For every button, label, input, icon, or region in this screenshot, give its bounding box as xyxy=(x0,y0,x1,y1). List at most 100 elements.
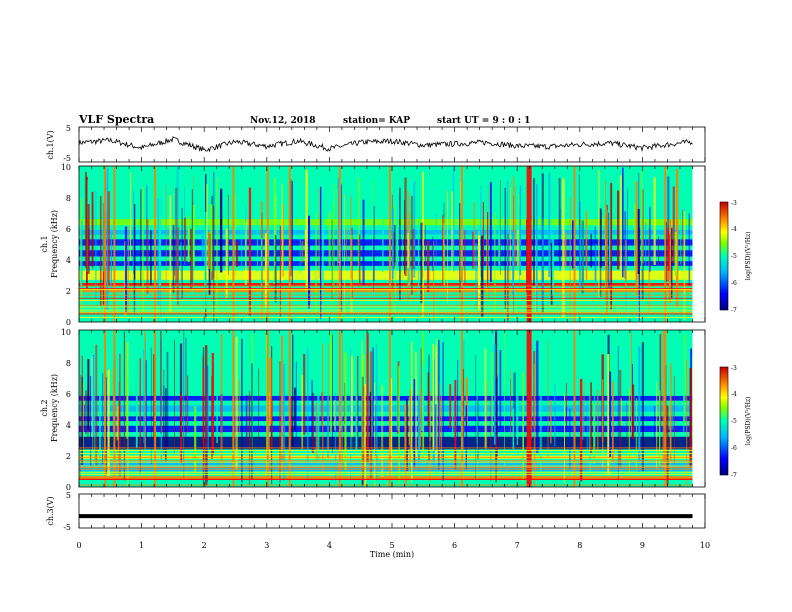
spectrogram-streak xyxy=(493,344,496,445)
spectrogram-streak xyxy=(499,179,501,275)
spectrogram-streak xyxy=(292,334,294,447)
spectrogram-streak xyxy=(437,339,440,470)
spectrogram-streak xyxy=(484,348,487,449)
spectrogram-streak xyxy=(107,369,110,476)
spectrogram-streak xyxy=(582,400,584,440)
spectrogram-streak xyxy=(547,340,549,458)
spectrogram-streak xyxy=(631,331,632,437)
spectrogram-streak xyxy=(406,399,408,471)
spectrogram-burst xyxy=(460,330,463,487)
spectrogram-streak xyxy=(85,390,87,435)
spectrogram-streak xyxy=(301,241,304,263)
spectrogram-streak xyxy=(414,351,418,456)
spectrogram-streak xyxy=(180,241,182,310)
waveform-ch1-panel: 5 -5 ch.1(V) xyxy=(46,124,706,163)
spectrogram-streak xyxy=(443,243,446,287)
spectrogram-streak xyxy=(182,352,184,461)
spectrogram-streak xyxy=(393,232,395,269)
spectrogram-band xyxy=(79,476,693,480)
spectrogram-streak xyxy=(282,363,286,482)
spectrogram-streak xyxy=(413,180,416,278)
cb2-tick-neg6: -6 xyxy=(731,445,737,452)
spectrogram-streak xyxy=(240,209,243,272)
spectrogram-streak xyxy=(110,234,112,289)
spectrogram-streak xyxy=(626,403,628,443)
spectrogram-streak xyxy=(683,334,686,426)
spectrogram-streak xyxy=(583,382,585,433)
spectrogram-streak xyxy=(490,396,492,482)
spectrogram-streak xyxy=(649,206,651,272)
spectrogram-streak xyxy=(320,186,322,319)
spectrogram-streak xyxy=(176,227,179,305)
spectrogram-streak xyxy=(554,384,556,446)
spectrogram-streak xyxy=(86,180,88,272)
spec1-ylabel-frequency: Frequency (kHz) xyxy=(50,210,59,278)
spectrogram-streak xyxy=(653,177,656,265)
spectrogram-streak xyxy=(590,382,592,454)
spectrogram-band xyxy=(79,395,693,401)
spectrogram-streak xyxy=(124,226,128,313)
spectrogram-streak xyxy=(612,381,614,463)
spectrogram-burst xyxy=(526,166,532,322)
spectrogram-streak xyxy=(473,202,476,269)
spectrogram-streak xyxy=(257,173,258,272)
cb1-label: log(PSD)(V²/Hz) xyxy=(745,232,752,281)
spectrogram-streak xyxy=(595,243,597,293)
spectrogram-streak xyxy=(373,237,374,292)
spectrogram-streak xyxy=(454,380,457,470)
spectrogram-line xyxy=(79,309,693,311)
spectrogram-streak xyxy=(478,230,480,282)
spectrogram-streak xyxy=(457,359,459,447)
spectrogram-streak xyxy=(343,194,345,313)
spectrogram-streak xyxy=(344,352,347,470)
spectrogram-streak xyxy=(598,169,600,298)
cb1-tick-neg5: -5 xyxy=(731,253,737,260)
spectrogram-streak xyxy=(119,353,121,477)
spectrogram-streak xyxy=(166,351,169,447)
x-tick-label: 10 xyxy=(700,541,710,550)
spectrogram-streak xyxy=(619,175,623,270)
x-tick-label: 3 xyxy=(264,541,269,550)
spectrogram-streak xyxy=(201,235,204,261)
spectrogram-streak xyxy=(578,174,580,270)
spectrogram-streak xyxy=(335,392,337,483)
spectrogram-streak xyxy=(236,241,238,267)
spectrogram-streak xyxy=(169,195,172,313)
spectrogram-streak xyxy=(194,406,197,472)
spectrogram-streak xyxy=(337,178,340,264)
spectrogram-streak xyxy=(174,339,175,453)
spectrogram-streak xyxy=(81,355,83,432)
spectrogram-band xyxy=(79,436,693,450)
spectrogram-burst xyxy=(338,166,341,322)
spectrogram-streak xyxy=(410,196,413,295)
spectrogram-streak xyxy=(409,389,412,462)
spectrogram-streak xyxy=(213,205,215,322)
spectrogram-streak xyxy=(345,228,347,261)
spectrogram-streak xyxy=(366,332,369,463)
spectrogram-streak xyxy=(605,180,607,300)
spectrogram-streak xyxy=(180,393,182,463)
spectrogram-streak xyxy=(187,375,189,433)
spectrogram-streak xyxy=(394,224,396,263)
spectrogram-burst xyxy=(104,166,106,322)
spectrogram-streak xyxy=(321,170,324,316)
waveform-ch1-frame xyxy=(78,126,706,163)
spectrogram-band xyxy=(79,229,693,235)
spectrogram-streak xyxy=(480,185,482,278)
x-tick-label: 5 xyxy=(389,541,394,550)
spectrogram-streak xyxy=(315,402,318,462)
spectrogram-line xyxy=(79,461,693,463)
spectrogram-streak xyxy=(211,353,214,455)
spectrogram-ch2-panel: 0 2 4 6 8 10 ch.2 Frequency (kHz) xyxy=(40,328,706,492)
spectrogram-streak xyxy=(315,212,317,313)
start-time-label: start UT = 9 : 0 : 1 xyxy=(437,116,530,126)
x-tick-label: 6 xyxy=(452,541,457,550)
spectrogram-streak xyxy=(308,215,311,309)
spectrogram-streak xyxy=(191,189,193,287)
spectrogram-streak xyxy=(569,408,571,469)
spectrogram-streak xyxy=(451,402,454,438)
spectrogram-streak xyxy=(132,191,135,274)
spec1-ytick-6: 6 xyxy=(66,225,71,234)
spectrogram-line xyxy=(79,468,693,470)
station-label: station= KAP xyxy=(343,116,410,126)
